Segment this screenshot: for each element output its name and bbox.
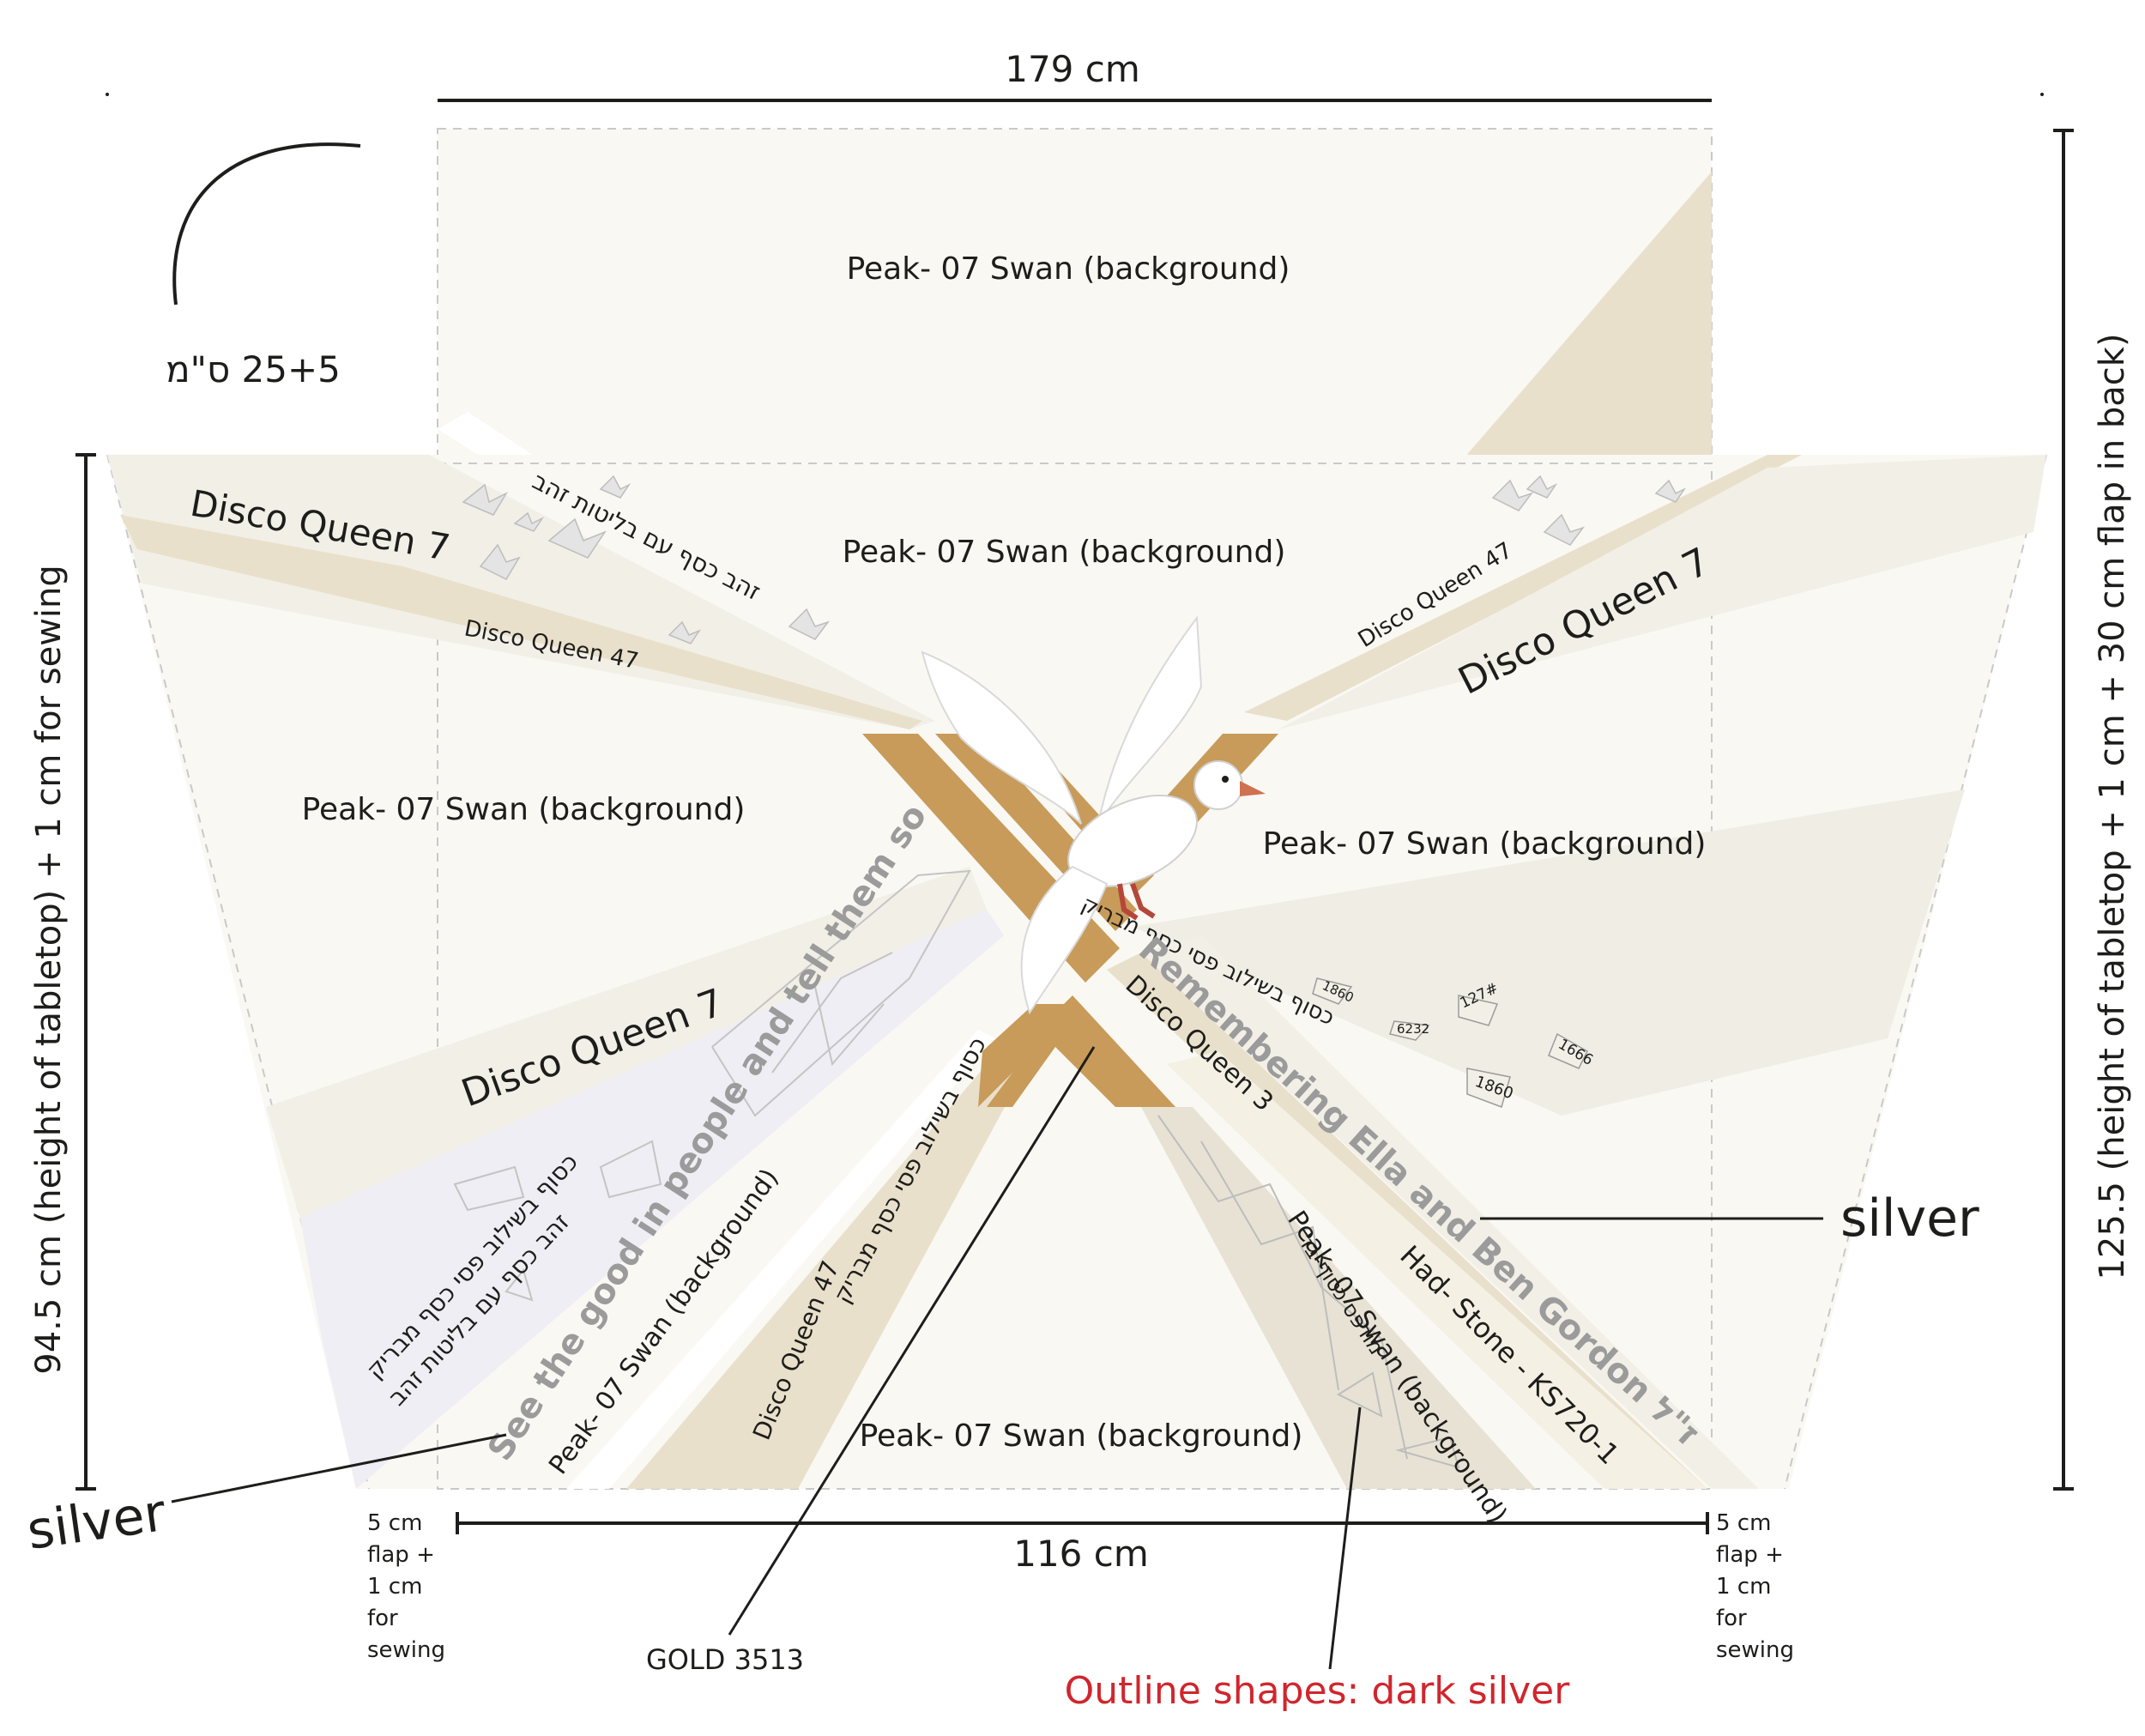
stone-number: 6232	[1397, 1021, 1429, 1037]
label-right-mid: Peak- 07 Swan (background)	[1263, 826, 1707, 862]
label-bottom-center: Peak- 07 Swan (background)	[860, 1418, 1303, 1454]
corner-mark	[2040, 93, 2044, 96]
callout-gold: GOLD 3513	[646, 1643, 804, 1676]
label-top-center: Peak- 07 Swan (background)	[843, 535, 1286, 570]
dim-arc-label: 25+5 ס"מ	[166, 348, 341, 390]
callout-lines	[171, 1046, 1823, 1670]
dim-left-height: 94.5 cm (height of tabletop) + 1 cm for …	[29, 565, 69, 1375]
corner-mark	[106, 93, 109, 96]
small-birds	[462, 475, 1687, 644]
svg-text:sewing: sewing	[1716, 1637, 1794, 1663]
callout-outline: Outline shapes: dark silver	[1065, 1669, 1571, 1713]
svg-text:5 cm: 5 cm	[1716, 1510, 1771, 1536]
callout-silver-right: silver	[1840, 1189, 1979, 1249]
dimension-lines	[76, 99, 2074, 1534]
dim-bottom-width: 116 cm	[1013, 1533, 1149, 1575]
svg-text:flap +: flap +	[367, 1542, 435, 1568]
svg-text:sewing: sewing	[367, 1637, 445, 1663]
svg-text:1 cm: 1 cm	[1716, 1574, 1771, 1600]
stones	[1312, 977, 1588, 1108]
svg-text:5 cm: 5 cm	[367, 1510, 422, 1536]
svg-text:flap +: flap +	[1716, 1542, 1784, 1568]
label-top-back: Peak- 07 Swan (background)	[847, 251, 1290, 287]
dim-top-width: 179 cm	[1005, 48, 1140, 90]
dim-right-height: 125.5 (height of tabletop + 1 cm + 30 cm…	[2093, 333, 2132, 1279]
svg-text:1 cm: 1 cm	[367, 1574, 422, 1600]
dove-image	[921, 615, 1266, 1015]
flap-note-left: 5 cm flap + 1 cm for sewing	[367, 1510, 445, 1663]
svg-text:for: for	[367, 1606, 398, 1631]
callout-silver-left: silver	[23, 1483, 169, 1562]
flap-note-right: 5 cm flap + 1 cm for sewing	[1716, 1510, 1794, 1663]
svg-text:for: for	[1716, 1606, 1747, 1631]
label-left-mid: Peak- 07 Swan (background)	[302, 792, 746, 827]
